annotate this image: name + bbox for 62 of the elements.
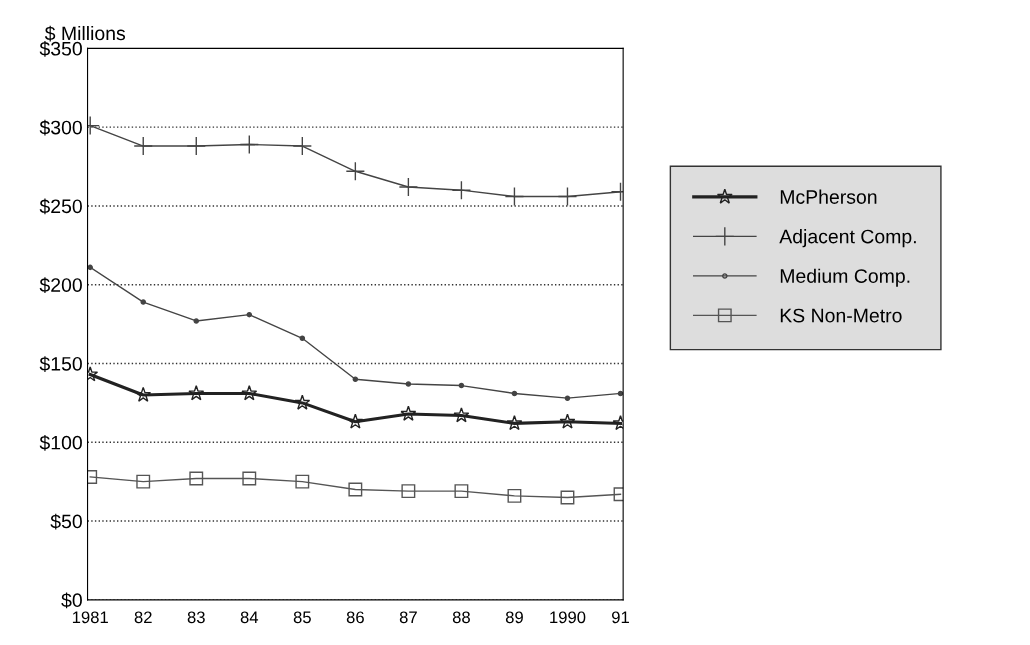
- y-tick-label: $0: [61, 592, 82, 609]
- y-tick-label: $300: [39, 119, 82, 136]
- point: [451, 180, 472, 200]
- point: [454, 484, 469, 499]
- point: [507, 488, 522, 503]
- point: [299, 335, 306, 342]
- point: [186, 136, 206, 156]
- point: [506, 415, 523, 431]
- point: [292, 136, 313, 156]
- point: [398, 177, 419, 197]
- y-tick-label: $200: [39, 277, 82, 294]
- point: [511, 390, 518, 397]
- point: [617, 390, 624, 397]
- point: [87, 264, 93, 271]
- legend-label: KS Non-Metro: [780, 308, 902, 323]
- point: [193, 318, 200, 324]
- x-tick-label: 1981: [72, 611, 108, 624]
- y-tick-label: $350: [39, 41, 82, 57]
- x-tick-label: 83: [187, 611, 205, 624]
- y-tick-label: $50: [50, 513, 82, 530]
- point: [140, 299, 147, 305]
- x-tick-label: 88: [452, 611, 470, 624]
- point: [458, 382, 465, 389]
- point: [135, 386, 152, 402]
- point: [295, 474, 310, 489]
- point: [294, 394, 311, 410]
- point: [242, 471, 257, 486]
- point: [564, 395, 571, 401]
- y-tick-label: $150: [39, 356, 82, 372]
- point: [189, 471, 204, 486]
- legend-label: McPherson: [780, 189, 877, 204]
- x-tick-label: 86: [346, 611, 364, 624]
- point: [136, 474, 151, 489]
- y-axis-title: $ Millions: [44, 25, 126, 42]
- point: [401, 484, 416, 499]
- point: [504, 186, 525, 207]
- point: [560, 490, 575, 505]
- x-tick-label: 82: [134, 611, 152, 624]
- point: [352, 376, 359, 383]
- x-tick-label: 89: [505, 611, 523, 624]
- point: [400, 405, 417, 421]
- x-tick-label: 1990: [550, 611, 586, 624]
- point: [239, 134, 260, 155]
- x-tick-label: 85: [293, 611, 311, 624]
- legend-label: Medium Comp.: [780, 268, 910, 287]
- point: [345, 161, 366, 181]
- point: [348, 482, 363, 497]
- x-tick-label: 87: [399, 611, 417, 624]
- point: [241, 385, 258, 401]
- point: [188, 385, 205, 401]
- y-tick-label: $250: [39, 198, 82, 215]
- point: [133, 136, 153, 156]
- legend-label: Adjacent Comp.: [779, 229, 916, 248]
- x-tick-label: 84: [240, 611, 259, 624]
- x-tick-label: 91: [612, 611, 629, 624]
- point: [453, 407, 470, 423]
- point: [557, 186, 578, 207]
- point: [347, 413, 364, 429]
- point: [405, 381, 412, 387]
- y-tick-label: $100: [39, 434, 82, 451]
- point: [559, 413, 576, 429]
- point: [246, 311, 253, 318]
